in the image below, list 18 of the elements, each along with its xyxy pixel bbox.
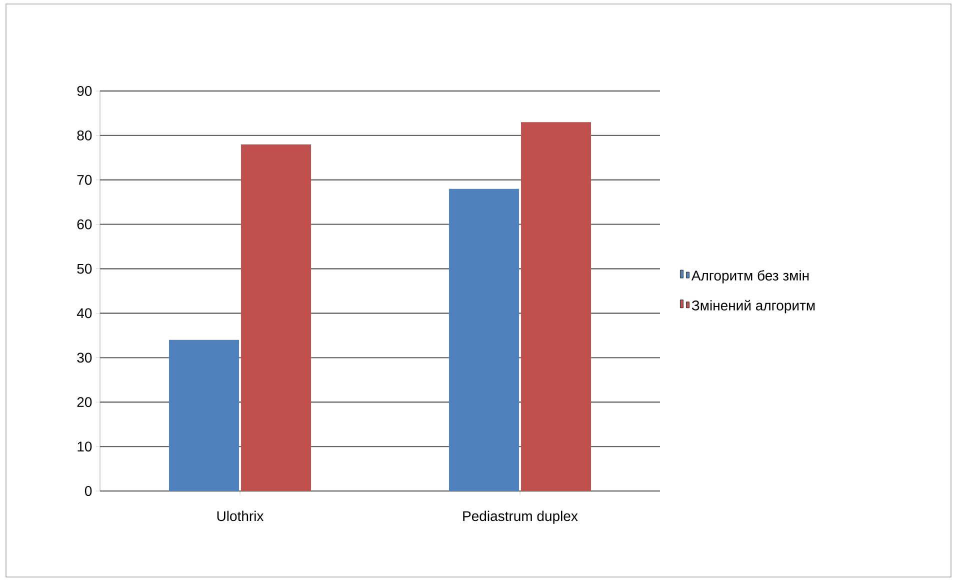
bar — [521, 122, 592, 491]
y-tick-label: 70 — [77, 174, 92, 185]
y-tick-label: 80 — [77, 130, 92, 140]
y-tick-label: 30 — [77, 352, 92, 363]
y-tick-label: 50 — [77, 264, 92, 274]
legend-label: Змінений алгоритм — [692, 300, 815, 314]
y-tick-label: 10 — [78, 442, 92, 452]
y-tick-label: 60 — [77, 219, 92, 230]
y-tick-label: 40 — [76, 308, 92, 318]
y-tick-label: 20 — [77, 397, 92, 408]
bar — [241, 144, 312, 491]
x-tick-label: Pediastrum duplex — [463, 510, 578, 524]
x-tick-label: Ulothrix — [217, 510, 264, 522]
legend-label: Алгоритм без змін — [691, 270, 809, 284]
bar — [169, 340, 240, 491]
y-tick-label: 0 — [84, 486, 92, 496]
bar — [449, 188, 520, 491]
y-tick-label: 90 — [77, 86, 92, 96]
